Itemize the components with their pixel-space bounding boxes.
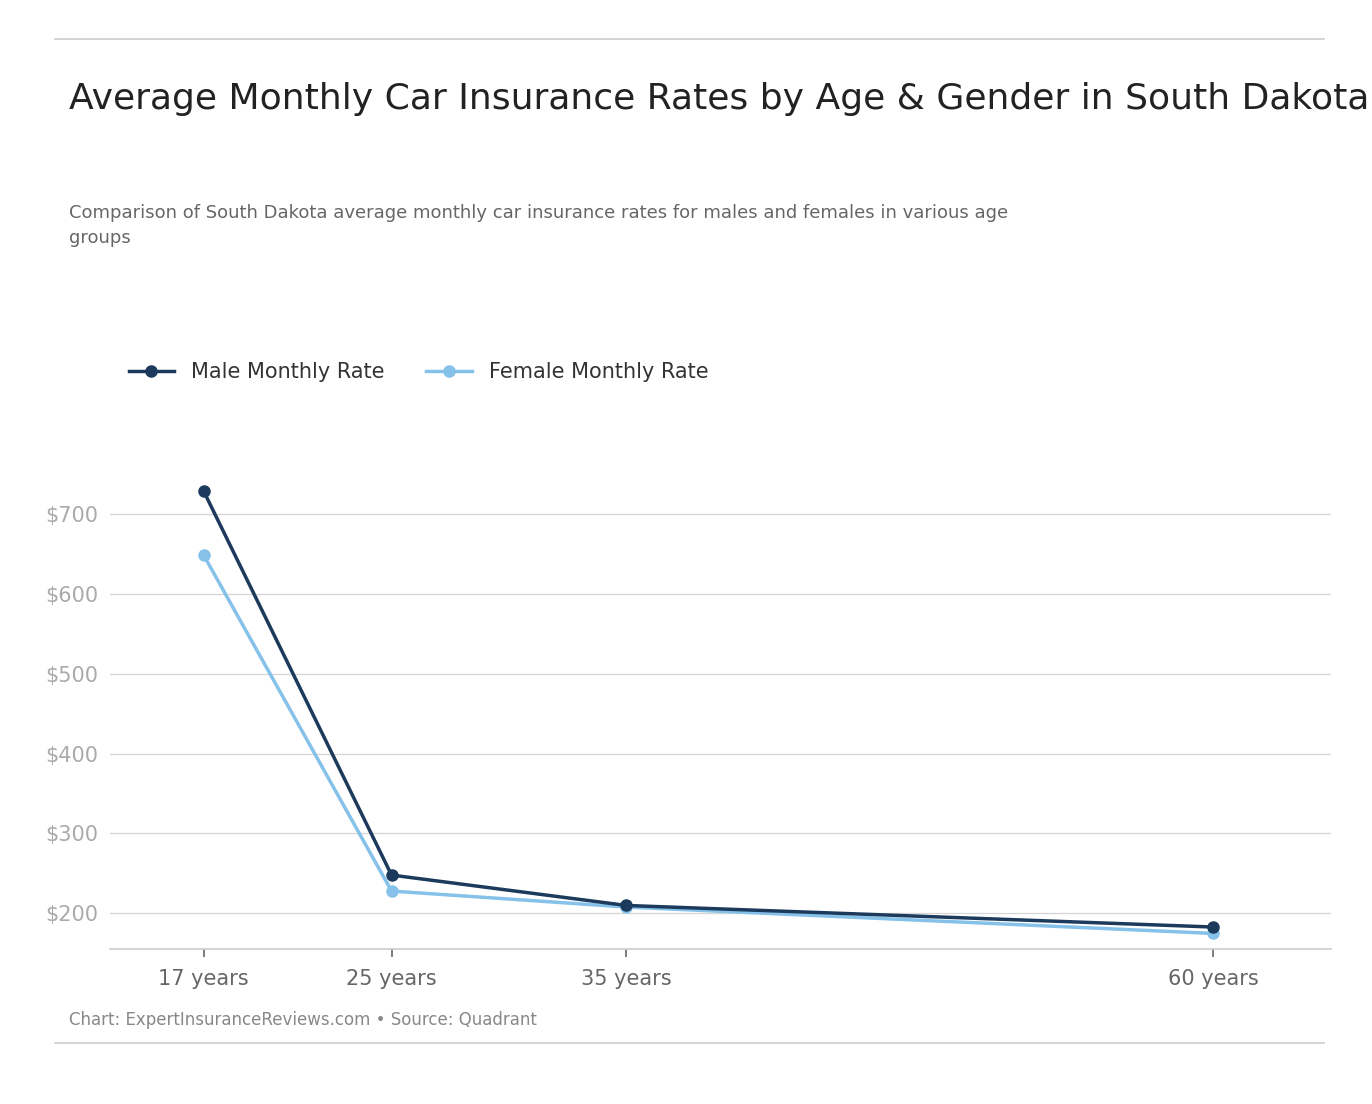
- Text: Comparison of South Dakota average monthly car insurance rates for males and fem: Comparison of South Dakota average month…: [69, 204, 1007, 247]
- Text: Chart: ExpertInsuranceReviews.com • Source: Quadrant: Chart: ExpertInsuranceReviews.com • Sour…: [69, 1011, 536, 1029]
- Text: Average Monthly Car Insurance Rates by Age & Gender in South Dakota: Average Monthly Car Insurance Rates by A…: [69, 82, 1369, 116]
- Legend: Male Monthly Rate, Female Monthly Rate: Male Monthly Rate, Female Monthly Rate: [121, 354, 716, 391]
